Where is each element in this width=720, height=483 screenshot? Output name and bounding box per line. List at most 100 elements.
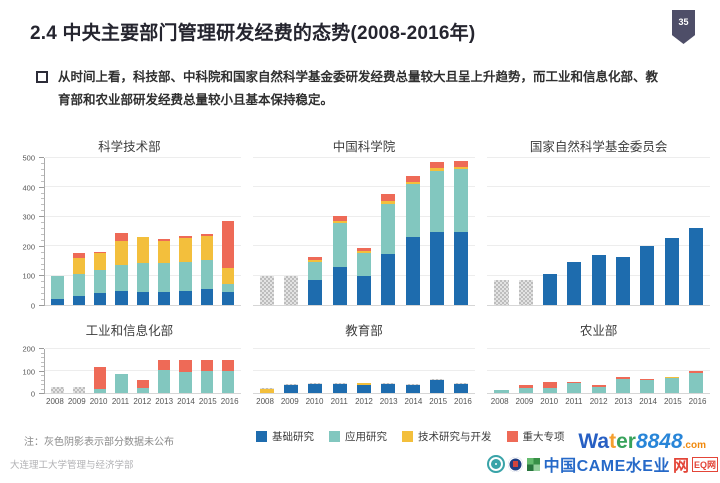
bar-2016 xyxy=(454,158,469,305)
footnote: 注：灰色阴影表示部分数据未公布 xyxy=(24,437,174,448)
bars xyxy=(47,158,239,305)
bar-2016 xyxy=(221,158,235,305)
bar-slot xyxy=(400,158,424,305)
y-tick-label: 100 xyxy=(22,367,35,376)
bar-segment-basic xyxy=(136,292,149,305)
page-number: 35 xyxy=(678,17,689,27)
bar-slot xyxy=(175,349,196,393)
bar-segment-basic xyxy=(615,256,630,305)
bar-2013 xyxy=(381,158,396,305)
bar-slot xyxy=(538,158,562,305)
bar-segment-applied xyxy=(664,378,679,393)
legend-swatch-icon xyxy=(506,431,518,442)
bar-slot xyxy=(449,349,473,393)
accredited-mark-icon xyxy=(525,456,541,472)
chart-miit: 工业和信息化部 0 100 200 2008 2009 2010 2011 2012 2013… xyxy=(18,320,241,410)
bar-2010 xyxy=(543,349,558,393)
bar-slot xyxy=(562,158,586,305)
gridline xyxy=(45,157,241,158)
bar-slot xyxy=(132,349,153,393)
y-axis: 0 100 200 300 400 500 xyxy=(18,154,45,311)
axis-tick xyxy=(39,393,44,394)
watermark-word-part: 8848 xyxy=(635,430,683,453)
x-tick-label: 2010 xyxy=(305,397,324,406)
axis-tick xyxy=(41,174,44,176)
bar-slot xyxy=(562,349,586,393)
bar-segment-basic xyxy=(284,384,299,393)
bar-segment-major xyxy=(200,234,213,236)
gridline xyxy=(487,186,710,188)
bar-2008 xyxy=(494,158,509,305)
bar-segment-major xyxy=(688,371,703,374)
watermark-word-part: er xyxy=(616,430,636,453)
bar-segment-basic xyxy=(356,275,372,305)
axis-tick xyxy=(41,168,44,170)
axis-tick xyxy=(39,305,44,306)
bullet-point: 从时间上看，科技部、中科院和国家自然科学基金委研发经费总量较大且呈上升趋势，而工… xyxy=(36,66,686,112)
chart-title: 科学技术部 xyxy=(98,140,161,154)
bar-segment-tech xyxy=(640,379,655,381)
bar-2015 xyxy=(429,349,444,393)
plot-area xyxy=(45,348,241,394)
legend-label: 重大专项 xyxy=(522,431,565,443)
bar-segment-unpublished xyxy=(284,383,299,385)
bar-2009 xyxy=(518,158,533,305)
x-tick-label: 2015 xyxy=(663,397,682,406)
y-tick-label: 500 xyxy=(22,153,35,163)
bar-slot xyxy=(587,349,611,393)
bar-slot xyxy=(175,158,196,305)
x-tick-label: 2016 xyxy=(454,397,472,406)
gridline xyxy=(487,157,710,158)
x-tick-label: 2016 xyxy=(688,397,707,406)
axis-tick xyxy=(41,357,44,358)
bar-slot xyxy=(538,349,562,393)
axis-tick xyxy=(41,281,44,283)
bar-slot xyxy=(132,158,153,305)
bar-segment-applied xyxy=(221,370,235,393)
axis-tick xyxy=(39,157,44,158)
axis-tick xyxy=(41,384,44,385)
bar-slot xyxy=(489,158,513,305)
bar-segment-basic xyxy=(429,380,444,393)
bar-slot xyxy=(352,349,376,393)
bar-segment-major xyxy=(179,235,192,238)
watermark-word-part: Wa xyxy=(578,430,610,453)
bar-segment-tech xyxy=(115,241,128,265)
bar-2008 xyxy=(494,349,509,393)
bar-2012 xyxy=(356,349,372,393)
axis-tick xyxy=(41,375,44,376)
x-tick-label: 2016 xyxy=(220,397,239,406)
bar-segment-tech xyxy=(136,237,149,264)
legend-swatch-icon xyxy=(256,431,267,442)
axis-tick xyxy=(39,275,44,277)
bar-slot xyxy=(376,349,400,393)
x-tick-label: 2011 xyxy=(330,397,348,406)
bar-segment-applied xyxy=(136,387,149,393)
x-tick-label: 2009 xyxy=(280,397,299,406)
bar-2011 xyxy=(332,349,347,393)
bar-segment-basic xyxy=(591,255,606,305)
bar-segment-basic xyxy=(157,292,171,305)
bar-segment-major xyxy=(454,160,469,167)
bar-segment-applied xyxy=(94,269,107,293)
bar-segment-tech xyxy=(356,383,372,386)
y-tick-label: 300 xyxy=(22,212,35,222)
bar-segment-major xyxy=(200,360,213,371)
axis-tick xyxy=(41,180,44,182)
bar-segment-basic xyxy=(664,237,679,305)
bar-segment-basic xyxy=(221,291,235,305)
page-number-badge: 35 xyxy=(672,10,695,44)
bar-segment-major xyxy=(640,378,655,380)
bar-segment-applied xyxy=(454,169,469,232)
bar-slot xyxy=(659,158,683,305)
x-tick-label: 2009 xyxy=(515,397,534,406)
gridline xyxy=(252,186,476,188)
bar-slot xyxy=(425,349,449,393)
bullet-text: 从时间上看，科技部、中科院和国家自然科学基金委研发经费总量较大且呈上升趋势，而工… xyxy=(58,70,659,107)
bar-segment-major xyxy=(72,252,86,258)
bar-segment-applied xyxy=(179,371,192,393)
bar-segment-unpublished xyxy=(332,382,347,384)
bar-segment-applied xyxy=(157,369,171,393)
bar-segment-unpublished xyxy=(308,383,323,385)
plot-area xyxy=(487,348,710,394)
